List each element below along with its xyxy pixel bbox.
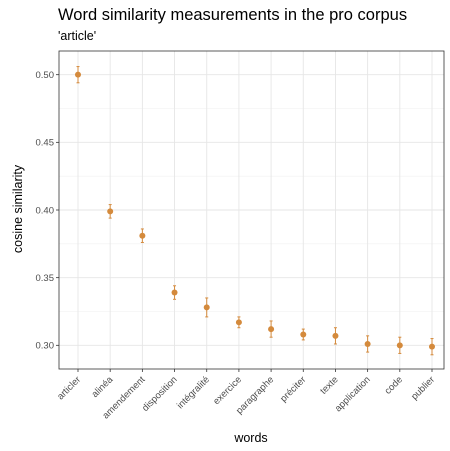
data-point <box>75 71 81 78</box>
data-point <box>332 332 339 339</box>
minor-gridlines <box>59 108 444 312</box>
y-tick-label: 0.30 <box>36 341 55 352</box>
major-gridlines <box>59 51 444 369</box>
x-tick-label: préciter <box>278 374 308 404</box>
chart-title: Word similarity measurements in the pro … <box>58 6 408 24</box>
y-axis-label: cosine similarity <box>11 164 25 253</box>
x-tick-label: intégralité <box>175 374 212 411</box>
y-tick-label: 0.50 <box>36 70 55 81</box>
x-tick-label: disposition <box>140 374 180 414</box>
x-tick-label: publier <box>409 374 437 402</box>
data-points <box>75 71 435 350</box>
chart-subtitle: 'article' <box>58 29 97 43</box>
x-tick-label: texte <box>318 374 340 396</box>
data-point <box>429 343 435 350</box>
data-point <box>107 208 114 215</box>
x-axis-label: words <box>233 431 267 445</box>
x-tick-label: exercice <box>211 374 244 407</box>
x-tick-label: articler <box>55 374 83 402</box>
x-tick-label: code <box>383 374 405 396</box>
x-axis-ticks: articler alinéaamendementdispositionintég… <box>55 369 437 421</box>
data-point <box>171 289 178 296</box>
data-point <box>203 304 210 311</box>
data-point <box>268 326 275 333</box>
x-tick-label: alinéa <box>90 374 116 400</box>
data-point <box>300 331 307 338</box>
y-tick-label: 0.35 <box>36 273 55 284</box>
data-point <box>364 340 371 347</box>
x-tick-label: application <box>333 374 373 414</box>
data-point <box>139 232 146 239</box>
data-point <box>396 342 403 349</box>
error-bars <box>76 66 434 356</box>
y-tick-label: 0.40 <box>36 205 55 216</box>
y-tick-label: 0.45 <box>36 138 55 149</box>
y-axis-ticks: 0.30 0.35 0.40 0.45 0.50 <box>36 70 59 352</box>
data-point <box>235 319 242 326</box>
